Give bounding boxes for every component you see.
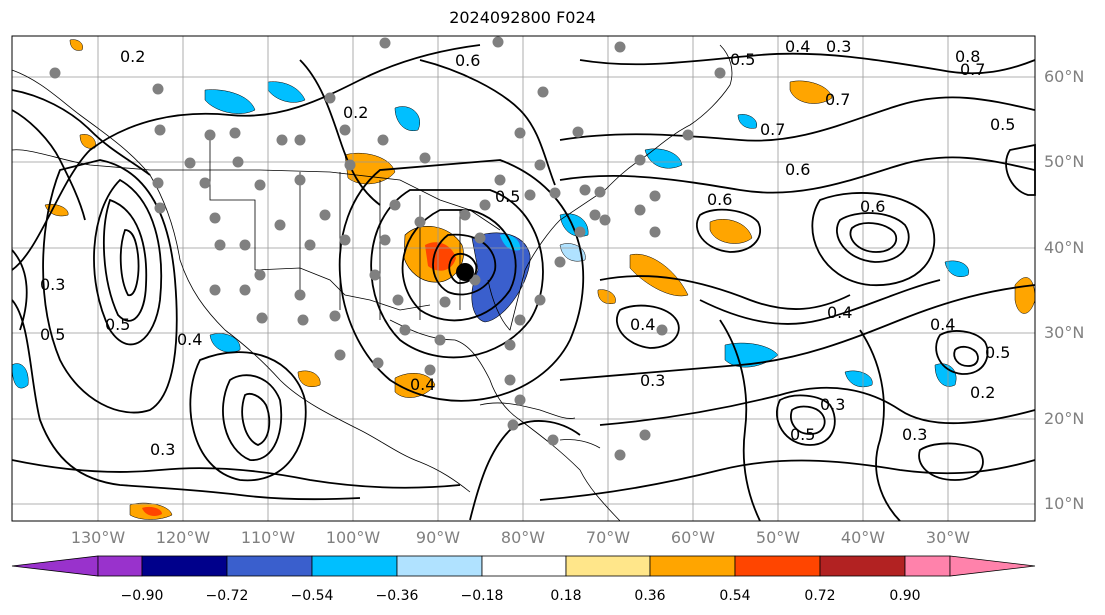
contour-label: 0.3 bbox=[826, 37, 851, 56]
colorbar-tick-label: −0.18 bbox=[460, 588, 504, 604]
contour-label: 0.2 bbox=[970, 383, 995, 402]
colorbar-tick-label: 0.90 bbox=[889, 588, 921, 604]
contour-label: 0.8 bbox=[955, 47, 980, 66]
contour-label: 0.6 bbox=[707, 190, 732, 209]
lon-label: 120°W bbox=[155, 528, 211, 547]
lat-label: 50°N bbox=[1044, 152, 1085, 171]
colorbar-bin bbox=[734, 555, 821, 577]
colorbar-extend-high bbox=[949, 555, 1036, 577]
lon-label: 110°W bbox=[240, 528, 296, 547]
colorbar-tick-label: 0.54 bbox=[719, 588, 751, 604]
colorbar-bin bbox=[565, 555, 651, 577]
contour-lines bbox=[11, 44, 1036, 522]
contour-label: 0.3 bbox=[820, 395, 845, 414]
colorbar-extend-low bbox=[11, 555, 99, 577]
contour-labels: 0.2 0.6 0.5 0.4 0.3 0.8 0.7 0.2 0.5 0.7 … bbox=[40, 37, 1015, 459]
lon-label: 70°W bbox=[585, 528, 631, 547]
station-dots bbox=[49, 36, 726, 461]
contour-label: 0.5 bbox=[990, 115, 1015, 134]
contour-label: 0.2 bbox=[120, 47, 145, 66]
contour-label: 0.5 bbox=[105, 315, 130, 334]
lon-label: 80°W bbox=[500, 528, 546, 547]
contour-label: 0.3 bbox=[640, 371, 665, 390]
contour-label: 0.5 bbox=[40, 325, 65, 344]
contour-label: 0.4 bbox=[630, 315, 655, 334]
contour-label: 0.5 bbox=[790, 425, 815, 444]
colorbar-bin bbox=[141, 555, 228, 577]
lon-label: 100°W bbox=[325, 528, 381, 547]
contour-label: 0.6 bbox=[455, 51, 480, 70]
lat-label: 40°N bbox=[1044, 238, 1085, 257]
contour-label: 0.2 bbox=[343, 103, 368, 122]
lat-label: 10°N bbox=[1044, 494, 1085, 513]
contour-label: 0.7 bbox=[760, 120, 785, 139]
colorbar-bin bbox=[819, 555, 906, 577]
contour-label: 0.3 bbox=[150, 440, 175, 459]
lon-label: 130°W bbox=[70, 528, 126, 547]
contour-label: 0.7 bbox=[825, 90, 850, 109]
contour-label: 0.5 bbox=[495, 187, 520, 206]
contour-label: 0.3 bbox=[40, 275, 65, 294]
lon-label: 50°W bbox=[755, 528, 801, 547]
colorbar-tick-label: −0.72 bbox=[205, 588, 249, 604]
contour-label: 0.4 bbox=[827, 303, 852, 322]
colorbar-tick-label: −0.54 bbox=[290, 588, 334, 604]
graticule bbox=[12, 36, 1035, 521]
colorbar-tick-label: 0.36 bbox=[634, 588, 666, 604]
lat-label: 20°N bbox=[1044, 409, 1085, 428]
shaded-fields bbox=[11, 39, 1036, 520]
contour-label: 0.6 bbox=[860, 197, 885, 216]
colorbar-bin bbox=[226, 555, 313, 577]
colorbar-tick-label: 0.18 bbox=[550, 588, 582, 604]
lat-label: 60°N bbox=[1044, 67, 1085, 86]
colorbar-tick-label: 0.72 bbox=[804, 588, 836, 604]
storm-center-marker bbox=[456, 263, 474, 281]
lon-label: 90°W bbox=[415, 528, 461, 547]
contour-label: 0.4 bbox=[785, 37, 810, 56]
colorbar-tick-label: −0.90 bbox=[120, 588, 164, 604]
map-title: 2024092800 F024 bbox=[449, 8, 596, 27]
contour-label: 0.7 bbox=[960, 60, 985, 79]
lon-label: 60°W bbox=[670, 528, 716, 547]
colorbar-bin bbox=[649, 555, 736, 577]
colorbar-bin bbox=[481, 555, 567, 577]
lon-label: 40°W bbox=[840, 528, 886, 547]
colorbar-bin bbox=[97, 555, 143, 577]
contour-label: 0.4 bbox=[930, 315, 955, 334]
coastlines bbox=[11, 44, 733, 522]
colorbar bbox=[11, 555, 1036, 577]
map-frame bbox=[11, 35, 1036, 522]
colorbar-tick-label: −0.36 bbox=[375, 588, 419, 604]
contour-label: 0.5 bbox=[985, 343, 1010, 362]
contour-label: 0.6 bbox=[785, 160, 810, 179]
lat-label: 30°N bbox=[1044, 323, 1085, 342]
contour-label: 0.4 bbox=[410, 375, 435, 394]
lon-label: 30°W bbox=[925, 528, 971, 547]
contour-label: 0.4 bbox=[177, 330, 202, 349]
contour-label: 0.3 bbox=[902, 425, 927, 444]
colorbar-bin bbox=[311, 555, 398, 577]
colorbar-bin bbox=[904, 555, 951, 577]
colorbar-bin bbox=[396, 555, 483, 577]
contour-label: 0.5 bbox=[730, 50, 755, 69]
